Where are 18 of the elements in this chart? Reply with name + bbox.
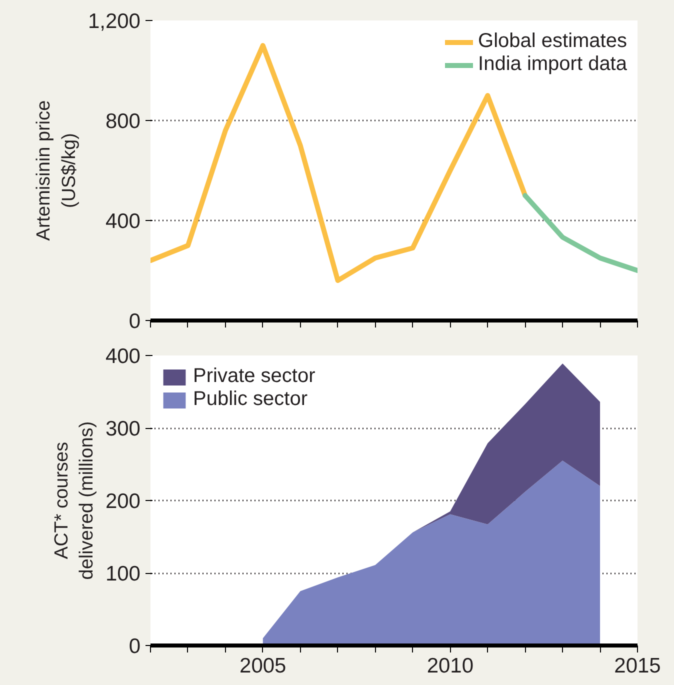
y-tick-label: 1,200: [88, 10, 141, 33]
x-tick-label: 2010: [426, 654, 474, 678]
x-tick-label: 2015: [614, 654, 661, 678]
x-tick-label: 2005: [240, 654, 286, 678]
y-tick-label: 800: [105, 110, 141, 133]
y-tick-label: 0: [128, 635, 141, 658]
y-tick-label: 300: [105, 418, 141, 440]
legend-label: Private sector: [193, 365, 316, 388]
legend-label: India import data: [478, 53, 627, 76]
y-tick-label: 400: [105, 345, 141, 368]
legend-label: Global estimates: [478, 30, 627, 53]
y-axis-title: Artemisinin price (US$/kg): [34, 100, 80, 241]
legend-label: Public sector: [193, 388, 308, 411]
y-tick-label: 100: [105, 562, 141, 586]
y-tick-label: 200: [105, 490, 141, 513]
y-axis-title: ACT* courses delivered (millions): [51, 421, 98, 580]
y-tick-label: 400: [105, 210, 141, 233]
y-tick-label: 0: [128, 310, 141, 333]
